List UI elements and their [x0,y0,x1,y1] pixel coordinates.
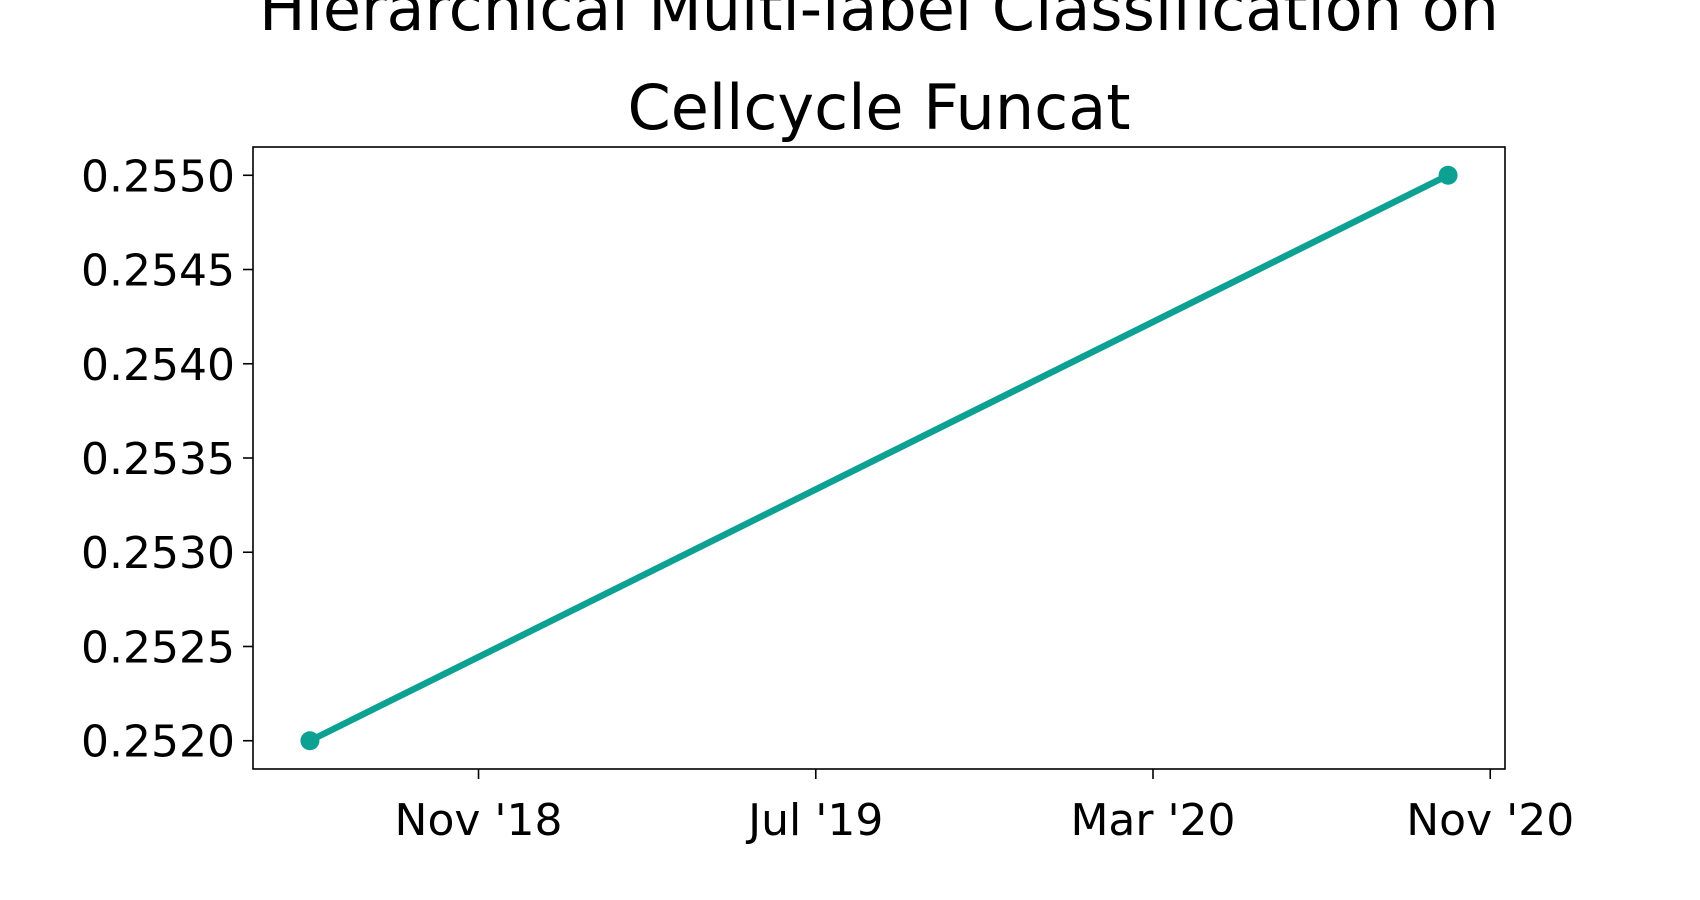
chart-title: Hierarchical Multi-label Classification … [259,0,1499,45]
y-tick-label: 0.2540 [81,340,235,391]
data-point [1438,165,1458,185]
y-tick-label: 0.2545 [81,246,235,297]
data-point [300,731,320,751]
x-tick-label: Nov '20 [1406,795,1574,846]
y-tick-label: 0.2550 [81,151,235,202]
x-tick-label: Jul '19 [745,795,883,846]
y-tick-label: 0.2525 [81,622,235,673]
x-tick-label: Nov '18 [395,795,563,846]
y-tick-label: 0.2520 [81,717,235,768]
y-tick-label: 0.2535 [81,434,235,485]
series-line [306,172,1452,744]
chart-title: Cellcycle Funcat [627,71,1130,144]
y-tick-label: 0.2530 [81,528,235,579]
x-tick-label: Mar '20 [1070,795,1235,846]
